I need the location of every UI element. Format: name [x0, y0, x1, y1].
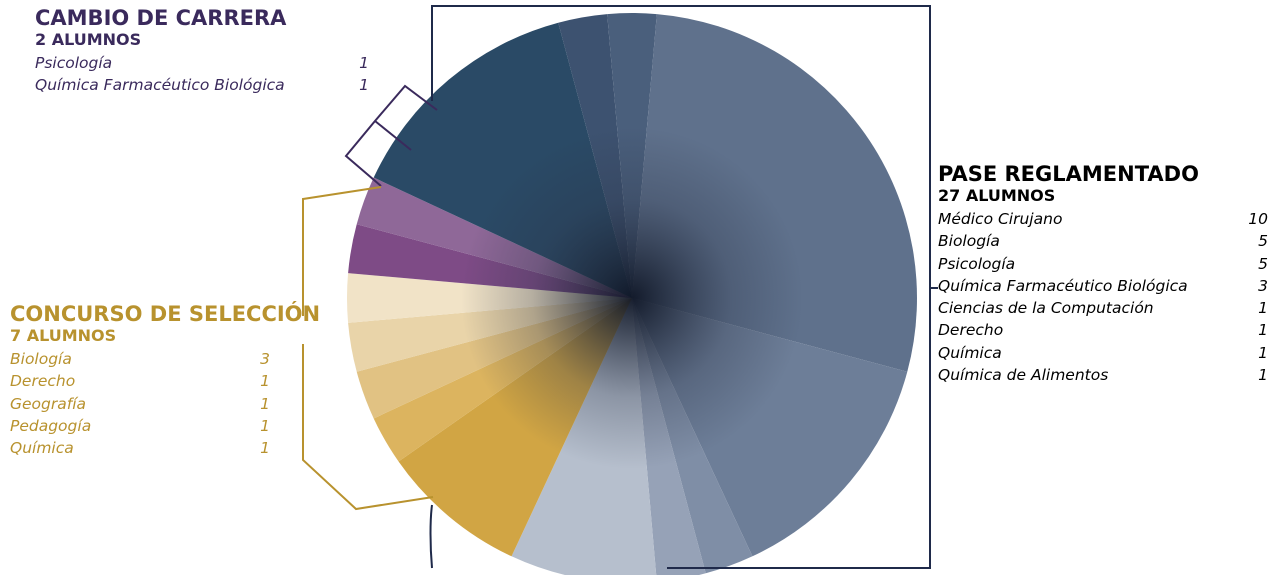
legend-row: Derecho 1	[10, 370, 270, 392]
legend-value: 1	[359, 76, 369, 95]
group-subtitle: 27 ALUMNOS	[938, 186, 1056, 205]
group-pase-reglamentado: PASE REGLAMENTADO 27 ALUMNOS Médico Ciru…	[938, 162, 1268, 386]
legend-row: Química Farmacéutico Biológica 3	[938, 275, 1268, 297]
legend-row: Química Farmacéutico Biológica 1	[35, 74, 369, 96]
legend-label: Derecho	[938, 321, 1004, 340]
legend-row: Ciencias de la Computación 1	[938, 297, 1268, 319]
legend-value: 1	[359, 54, 369, 72]
legend-value: 3	[260, 350, 270, 368]
legend-row: Psicología 5	[938, 253, 1268, 275]
legend-value: 3	[1258, 276, 1268, 295]
legend-value: 1	[1258, 366, 1268, 385]
legend-row: Biología 5	[938, 230, 1268, 252]
legend-label: Química Farmacéutico Biológica	[35, 76, 285, 95]
legend-value: 1	[260, 394, 270, 413]
legend-label: Química	[938, 343, 1002, 362]
legend-value: 1	[260, 416, 270, 435]
legend-row: Biología 3	[10, 348, 270, 370]
legend-label: Geografía	[10, 394, 87, 413]
legend-label: Química de Alimentos	[938, 366, 1109, 385]
legend-label: Psicología	[938, 254, 1016, 273]
group-subtitle: 7 ALUMNOS	[10, 326, 117, 345]
legend-row: Derecho 1	[938, 319, 1268, 341]
group-subtitle: 2 ALUMNOS	[35, 30, 142, 49]
legend-value: 1	[260, 372, 270, 391]
legend-label: Ciencias de la Computación	[938, 299, 1154, 318]
legend-value: 1	[260, 439, 270, 458]
legend-row: Médico Cirujano 10	[938, 208, 1268, 230]
legend-label: Derecho	[10, 372, 76, 391]
group-brackets	[302, 5, 938, 569]
group-title: CONCURSO DE SELECCIÓN	[10, 302, 321, 326]
legend-value: 1	[1258, 299, 1268, 318]
legend-row: Psicología 1	[35, 52, 369, 74]
legend-row: Geografía 1	[10, 393, 270, 415]
group-concurso-de-seleccion: CONCURSO DE SELECCIÓN 7 ALUMNOS Biología…	[10, 302, 321, 459]
legend-row: Química de Alimentos 1	[938, 364, 1268, 386]
group-title: CAMBIO DE CARRERA	[35, 6, 287, 30]
legend-label: Psicología	[35, 54, 113, 72]
bracket-pase-reglamentado	[431, 5, 931, 569]
legend-row: Química 1	[938, 342, 1268, 364]
legend-value: 10	[1248, 210, 1268, 228]
bracket-cambio-divider	[374, 120, 412, 151]
legend-value: 5	[1258, 232, 1268, 251]
legend-label: Médico Cirujano	[938, 210, 1063, 228]
legend-row: Química 1	[10, 437, 270, 459]
legend-label: Química Farmacéutico Biológica	[938, 276, 1188, 295]
legend-label: Química	[10, 439, 74, 458]
legend-label: Biología	[10, 350, 72, 368]
bracket-pase-lower	[429, 504, 433, 569]
bracket-concurso-de-seleccion	[302, 186, 434, 511]
legend-value: 1	[1258, 321, 1268, 340]
legend-label: Biología	[938, 232, 1000, 251]
group-title: PASE REGLAMENTADO	[938, 162, 1199, 186]
legend-value: 5	[1258, 254, 1268, 273]
legend-label: Pedagogía	[10, 416, 92, 435]
legend-row: Pedagogía 1	[10, 415, 270, 437]
group-cambio-de-carrera: CAMBIO DE CARRERA 2 ALUMNOS Psicología 1 Q…	[35, 6, 369, 97]
legend-value: 1	[1258, 343, 1268, 362]
